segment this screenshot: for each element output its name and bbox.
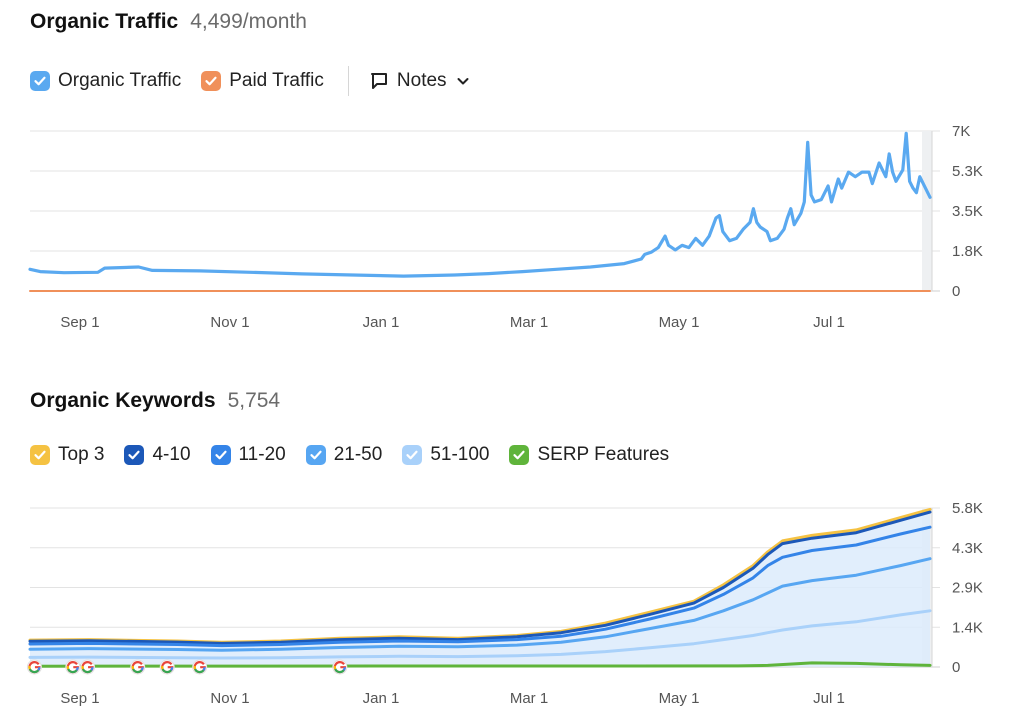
y-tick-label: 3.5K	[952, 203, 983, 220]
legend-divider	[347, 66, 349, 96]
traffic-value: 4,499/month	[190, 10, 307, 33]
current-period-band	[922, 131, 932, 291]
x-tick-label: Jul 1	[813, 314, 845, 331]
legend-11-20[interactable]: 11-20	[210, 444, 286, 466]
traffic-legend: Organic Traffic Paid Traffic Notes	[30, 66, 479, 96]
google-update-icon[interactable]	[192, 659, 208, 675]
google-update-icon[interactable]	[26, 659, 42, 675]
4-10-line	[28, 510, 932, 645]
legend-label: 51-100	[430, 444, 490, 465]
keywords-legend: Top 3 4-10 11-20 21-50 51-100 SERP Featu…	[30, 444, 689, 466]
legend-51-100[interactable]: 51-100	[402, 444, 489, 466]
checkbox-icon[interactable]	[30, 71, 50, 91]
legend-label: 21-50	[333, 444, 383, 465]
notes-label: Notes	[396, 70, 447, 91]
legend-4-10[interactable]: 4-10	[124, 444, 191, 466]
legend-top-3[interactable]: Top 3	[30, 444, 104, 466]
legend-serp-features[interactable]: SERP Features	[509, 444, 669, 466]
legend-label: Organic Traffic	[58, 70, 182, 91]
51-100-line	[28, 609, 932, 660]
y-tick-label: 5.3K	[952, 163, 983, 180]
legend-label: Top 3	[58, 444, 105, 465]
traffic-title: Organic Traffic	[30, 10, 179, 33]
legend-label: 11-20	[238, 444, 286, 465]
checkbox-icon[interactable]	[124, 445, 145, 465]
organic-traffic-line	[28, 131, 932, 278]
x-tick-label: May 1	[659, 314, 700, 331]
y-tick-label: 2.9K	[952, 580, 983, 597]
checkbox-icon[interactable]	[402, 445, 423, 465]
x-tick-label: Jan 1	[363, 690, 400, 707]
21-50-line	[28, 557, 932, 652]
checkbox-icon[interactable]	[305, 445, 326, 465]
google-update-icon[interactable]	[332, 659, 348, 675]
legend-label: Paid Traffic	[229, 70, 324, 91]
legend-label: 4-10	[152, 444, 191, 465]
checkbox-icon[interactable]	[509, 445, 530, 465]
notes-dropdown[interactable]: Notes	[369, 70, 479, 92]
legend-paid-traffic[interactable]: Paid Traffic	[201, 70, 324, 92]
serp-features-line	[28, 661, 932, 668]
checkbox-icon[interactable]	[201, 71, 222, 91]
x-tick-label: Jul 1	[813, 690, 845, 707]
x-tick-label: May 1	[659, 690, 700, 707]
x-tick-label: Nov 1	[210, 314, 249, 331]
google-update-icon[interactable]	[130, 659, 146, 675]
x-tick-label: Jan 1	[363, 314, 400, 331]
legend-label: SERP Features	[537, 444, 670, 465]
note-icon	[370, 73, 387, 89]
traffic-chart: 0 1.8K 3.5K 5.3K 7K Sep 1 Nov 1 Jan 1 Mar 1 May 1…	[28, 123, 983, 331]
y-tick-label: 5.8K	[952, 500, 983, 517]
y-tick-label: 4.3K	[952, 540, 983, 557]
x-tick-label: Nov 1	[210, 690, 249, 707]
google-update-icon[interactable]	[159, 659, 175, 675]
keywords-value: 5,754	[227, 389, 281, 412]
traffic-header: Organic Traffic 4,499/month	[30, 10, 307, 34]
keywords-title: Organic Keywords	[30, 389, 216, 412]
checkbox-icon[interactable]	[210, 445, 231, 465]
keywords-header: Organic Keywords 5,754	[30, 389, 280, 413]
y-tick-label: 0	[952, 659, 960, 676]
y-tick-label: 0	[952, 283, 960, 300]
11-20-line	[28, 525, 932, 648]
y-tick-label: 7K	[952, 123, 970, 140]
y-tick-label: 1.4K	[952, 619, 983, 636]
keywords-area-fill	[30, 509, 930, 667]
x-tick-label: Mar 1	[510, 314, 548, 331]
x-tick-label: Sep 1	[60, 690, 99, 707]
chevron-down-icon	[457, 78, 469, 85]
x-tick-label: Sep 1	[60, 314, 99, 331]
checkbox-icon[interactable]	[30, 445, 50, 465]
legend-organic-traffic[interactable]: Organic Traffic	[30, 70, 181, 92]
google-update-icon[interactable]	[65, 659, 81, 675]
x-tick-label: Mar 1	[510, 690, 548, 707]
y-tick-label: 1.8K	[952, 243, 983, 260]
legend-21-50[interactable]: 21-50	[305, 444, 383, 466]
google-update-icon[interactable]	[80, 659, 96, 675]
